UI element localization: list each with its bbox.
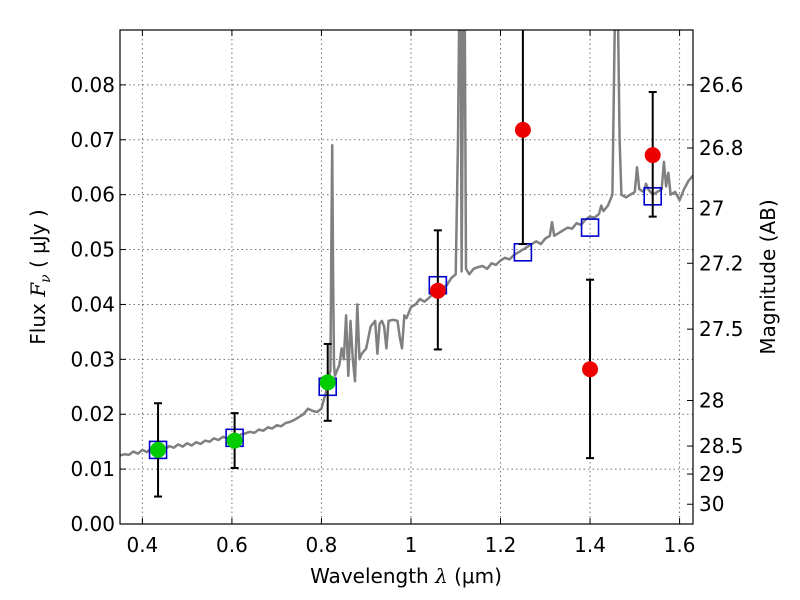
observed-flux-point (319, 374, 336, 391)
y2-tick-label: 29 (699, 462, 724, 486)
x-tick-label: 1 (405, 533, 418, 557)
observed-flux-point (644, 147, 661, 164)
observed-flux-point (429, 282, 446, 299)
y2-tick-label: 26.6 (699, 73, 744, 97)
y-axis-title: Flux Fν ( μJy ) (26, 209, 54, 344)
y2-tick-label: 28.5 (699, 434, 744, 458)
y2-tick-label: 30 (699, 492, 724, 516)
observed-flux-point (150, 441, 167, 458)
observed-flux-point (514, 121, 531, 138)
x-tick-label: 1.6 (664, 533, 696, 557)
y-tick-label: 0.06 (70, 183, 115, 207)
observed-flux-point (582, 361, 599, 378)
y2-tick-label: 27.5 (699, 317, 744, 341)
tick-layer: 0.4 0.6 0.8 1 1.2 1.4 1.6 0.00 0.01 0.02 0.03 0.04 0… (70, 30, 744, 557)
y-tick-label: 0.04 (70, 292, 115, 316)
model-photometry-square (580, 218, 600, 237)
x-tick-label: 0.8 (306, 533, 338, 557)
y-tick-label: 0.08 (70, 73, 115, 97)
data-layer (120, 30, 693, 498)
x-tick-label: 0.6 (216, 533, 248, 557)
y-tick-label: 0.00 (70, 512, 115, 536)
observed-flux-point (226, 432, 243, 449)
y2-tick-label: 27 (699, 196, 724, 220)
x-axis-title: Wavelength λ (μm) (310, 564, 502, 588)
y2-tick-label: 26.8 (699, 136, 744, 160)
y-tick-label: 0.01 (70, 457, 115, 481)
y-tick-label: 0.02 (70, 402, 115, 426)
x-tick-label: 0.4 (126, 533, 158, 557)
y-tick-label: 0.03 (70, 347, 115, 371)
y-tick-label: 0.05 (70, 238, 115, 262)
x-tick-label: 1.4 (574, 533, 606, 557)
y2-tick-label: 27.2 (699, 251, 744, 275)
plot-frame (119, 29, 694, 525)
y2-tick-label: 28 (699, 389, 724, 413)
y2-axis-title: Magnitude (AB) (756, 199, 780, 354)
y-tick-label: 0.07 (70, 128, 115, 152)
x-tick-label: 1.2 (485, 533, 517, 557)
